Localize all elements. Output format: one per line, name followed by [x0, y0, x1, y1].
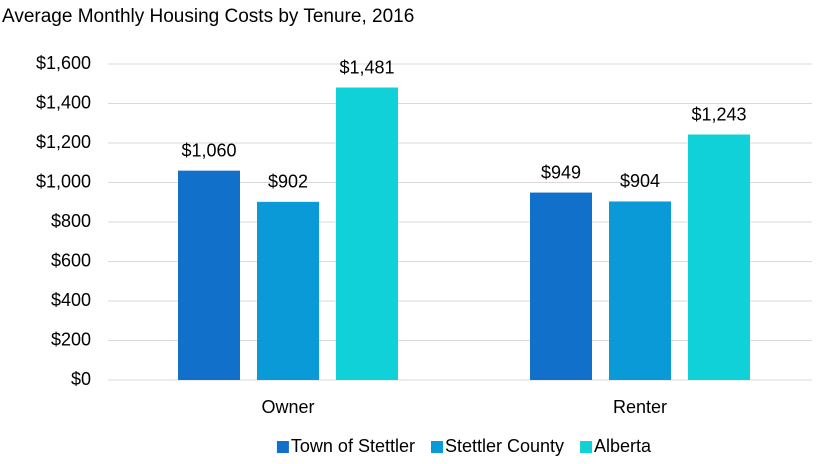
chart-title: Average Monthly Housing Costs by Tenure,… — [2, 6, 414, 27]
y-tick-label: $0 — [71, 369, 91, 389]
legend-swatch — [580, 441, 593, 453]
x-tick-label: Renter — [613, 397, 667, 417]
bar — [688, 134, 750, 380]
value-label: $904 — [620, 171, 660, 191]
y-tick-label: $600 — [51, 250, 91, 270]
bar — [530, 192, 592, 380]
legend-label: Stettler County — [445, 436, 564, 456]
y-tick-label: $800 — [51, 211, 91, 231]
y-tick-label: $400 — [51, 290, 91, 310]
value-label: $1,060 — [181, 140, 236, 160]
bar — [178, 170, 240, 380]
bar — [257, 201, 319, 380]
value-label: $902 — [268, 172, 308, 192]
legend-swatch — [276, 441, 289, 453]
y-tick-label: $1,400 — [36, 92, 91, 112]
x-tick-label: Owner — [261, 397, 314, 417]
y-tick-label: $1,600 — [36, 53, 91, 73]
y-tick-label: $200 — [51, 329, 91, 349]
value-label: $1,243 — [691, 104, 746, 124]
legend-swatch — [430, 441, 443, 453]
legend-label: Town of Stettler — [291, 436, 415, 456]
y-tick-label: $1,000 — [36, 171, 91, 191]
value-label: $1,481 — [339, 57, 394, 77]
legend-label: Alberta — [594, 436, 652, 456]
y-tick-label: $1,200 — [36, 132, 91, 152]
bar — [336, 87, 398, 380]
value-label: $949 — [541, 162, 581, 182]
bar — [609, 201, 671, 380]
